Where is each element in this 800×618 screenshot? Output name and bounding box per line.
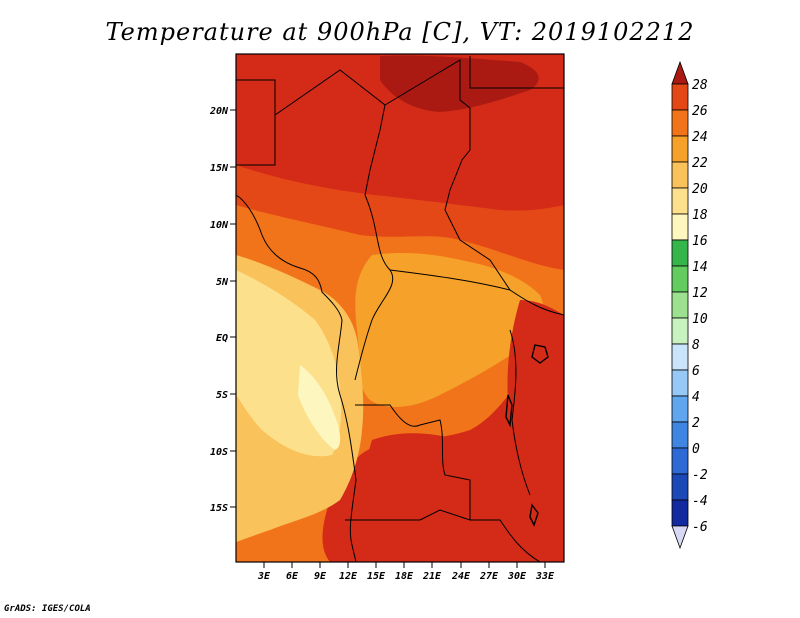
colorbar-bottom-arrow bbox=[671, 525, 689, 550]
credit-text: GrADS: IGES/COLA bbox=[4, 604, 91, 614]
colorbar-label: 2 bbox=[692, 416, 700, 431]
colorbar-swatch bbox=[671, 291, 689, 319]
colorbar-label: 4 bbox=[692, 390, 700, 405]
colorbar-label: 0 bbox=[692, 442, 700, 457]
longitude-axis: 3E 6E 9E 12E 15E 18E 21E 24E 27E 30E 33E bbox=[257, 562, 555, 582]
border-namibia bbox=[345, 509, 471, 521]
border-egypt-sudan bbox=[469, 56, 564, 89]
temperature-field-28-plus bbox=[380, 55, 539, 112]
colorbar-label: 8 bbox=[692, 338, 700, 353]
lake-malawi bbox=[529, 503, 539, 527]
colorbar-swatch bbox=[671, 213, 689, 241]
lat-label: 20N bbox=[209, 106, 229, 117]
temperature-field-26-28-south bbox=[348, 428, 564, 562]
colorbar-label: 28 bbox=[692, 78, 708, 93]
colorbar-swatch bbox=[671, 473, 689, 501]
lat-label: EQ bbox=[216, 333, 228, 344]
border-east-africa bbox=[509, 329, 531, 496]
lon-label: 3E bbox=[257, 571, 271, 582]
west-coastline bbox=[236, 194, 357, 562]
border-algeria-niger bbox=[274, 69, 386, 196]
temperature-field-20-22-congo bbox=[355, 252, 544, 407]
colorbar-label: 22 bbox=[692, 156, 708, 171]
lon-label: 30E bbox=[507, 571, 527, 582]
border-cameroon-car bbox=[354, 194, 394, 381]
colorbar-swatch bbox=[671, 499, 689, 527]
colorbar-swatch bbox=[671, 83, 689, 111]
lat-label: 5N bbox=[216, 277, 229, 288]
lon-label: 12E bbox=[339, 571, 358, 582]
lat-label: 5S bbox=[216, 390, 228, 401]
colorbar-label: 12 bbox=[692, 286, 708, 301]
lon-label: 27E bbox=[479, 571, 499, 582]
colorbar-label: -4 bbox=[692, 494, 708, 509]
country-borders bbox=[236, 56, 564, 562]
lon-label: 24E bbox=[451, 571, 471, 582]
colorbar-label: 10 bbox=[692, 312, 708, 327]
colorbar-swatch bbox=[671, 421, 689, 449]
colorbar-top-arrow bbox=[671, 60, 689, 85]
lon-label: 18E bbox=[395, 571, 414, 582]
lon-label: 6E bbox=[286, 571, 299, 582]
lake-tanganyika bbox=[505, 394, 513, 428]
lakes bbox=[505, 344, 549, 527]
colorbar-label: 16 bbox=[692, 234, 708, 249]
colorbar-swatch bbox=[671, 109, 689, 137]
latitude-axis: 20N 15N 10N 5N EQ 5S 10S 15S bbox=[209, 106, 236, 514]
colorbar-label: 14 bbox=[692, 260, 708, 275]
temperature-field-14-16-angola-coast bbox=[298, 365, 341, 450]
colorbar-label: 20 bbox=[692, 182, 708, 197]
border-car-drc bbox=[389, 269, 564, 316]
map-frame bbox=[235, 53, 565, 563]
lat-label: 10N bbox=[210, 220, 229, 231]
border-mauritania bbox=[236, 79, 276, 166]
colorbar-label: 24 bbox=[692, 130, 708, 145]
lon-label: 15E bbox=[367, 571, 386, 582]
colorbar-label: 26 bbox=[692, 104, 708, 119]
border-angola-drc bbox=[355, 404, 541, 562]
border-libya-chad-sudan bbox=[384, 59, 511, 291]
colorbar-swatch bbox=[671, 343, 689, 371]
colorbar-label: -2 bbox=[692, 468, 708, 483]
lat-label: 15N bbox=[210, 163, 229, 174]
colorbar-swatch bbox=[671, 161, 689, 189]
lat-label: 10S bbox=[210, 447, 228, 458]
colorbar-swatch bbox=[671, 369, 689, 397]
temperature-field-26-28-east bbox=[507, 300, 564, 450]
lon-label: 21E bbox=[422, 571, 442, 582]
colorbar-swatch bbox=[671, 395, 689, 423]
colorbar-label: 18 bbox=[692, 208, 708, 223]
colorbar-swatch bbox=[671, 447, 689, 475]
colorbar-swatch bbox=[671, 317, 689, 345]
colorbar-swatch bbox=[671, 135, 689, 163]
lon-label: 33E bbox=[535, 571, 555, 582]
colorbar-swatch bbox=[671, 239, 689, 267]
colorbar-label: -6 bbox=[692, 520, 708, 535]
lat-label: 15S bbox=[210, 503, 228, 514]
lake-victoria bbox=[531, 344, 549, 364]
map-title: Temperature at 900hPa [C], VT: 201910221… bbox=[105, 18, 695, 46]
colorbar-label: 6 bbox=[692, 364, 700, 379]
map-area bbox=[236, 54, 564, 562]
lon-label: 9E bbox=[314, 571, 327, 582]
colorbar-swatch bbox=[671, 265, 689, 293]
colorbar-swatch bbox=[671, 187, 689, 215]
